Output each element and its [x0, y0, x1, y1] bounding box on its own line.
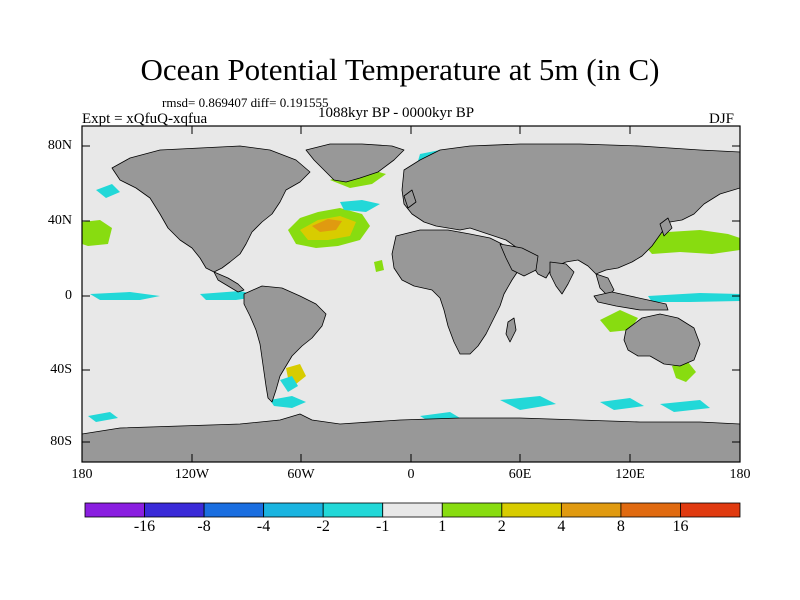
anomaly-patch [672, 362, 696, 382]
colorbar-label: 8 [616, 518, 625, 535]
lon-label-180w: 180 [71, 467, 93, 482]
season-label: DJF [709, 111, 735, 127]
stats-text: rmsd= 0.869407 diff= 0.191555 [162, 95, 329, 110]
colorbar-box [382, 502, 443, 518]
colorbar-label: -16 [133, 518, 156, 535]
experiment-label: Expt = xQfuQ-xqfua [82, 111, 208, 127]
land-australia [623, 313, 701, 367]
colorbar-label: 4 [557, 518, 566, 535]
colorbar-box [501, 502, 562, 518]
anomaly-patch [340, 200, 380, 212]
colorbar-box [322, 502, 384, 518]
lon-label-120e: 120E [615, 467, 645, 482]
anomaly-patch [600, 310, 638, 332]
anomaly-patch [82, 220, 112, 246]
land-eurasia [401, 143, 740, 279]
lon-label-180e: 180 [729, 467, 751, 482]
colorbar-label: -4 [256, 518, 271, 535]
land-south-america [243, 285, 327, 403]
lat-label-80s: 80S [50, 434, 72, 449]
lat-label-40s: 40S [50, 362, 72, 377]
colorbar-box [263, 502, 324, 518]
colorbar-box [441, 502, 503, 518]
land-indonesia [593, 291, 669, 311]
colorbar-box [203, 502, 265, 518]
land-north-america [111, 145, 311, 273]
colorbar-label: 2 [497, 518, 506, 535]
lat-label-40n: 40N [47, 213, 72, 228]
anomaly-patch [600, 398, 644, 410]
anomaly-patch [96, 184, 120, 198]
colorbar-box [560, 502, 622, 518]
lon-label-0: 0 [407, 467, 415, 482]
land-arabia [499, 243, 539, 277]
lon-label-60w: 60W [287, 467, 315, 482]
land-antarctica [82, 413, 740, 462]
period-label: 1088kyr BP - 0000kyr BP [318, 105, 475, 121]
map-title: Ocean Potential Temperature at 5m (in C) [140, 52, 660, 87]
colorbar-box [84, 502, 145, 518]
anomaly-patch [640, 230, 740, 254]
anomaly-patch [270, 396, 306, 408]
colorbar [84, 502, 741, 518]
land-india [549, 261, 575, 295]
anomaly-patch [648, 293, 740, 302]
land-masses [82, 143, 740, 462]
axis-ticks [82, 126, 740, 462]
colorbar-box [680, 502, 741, 518]
land-greenland [305, 143, 405, 183]
land-madagascar [505, 317, 517, 343]
colorbar-box [620, 502, 681, 518]
colorbar-label: 16 [672, 518, 689, 535]
land-japan [659, 217, 673, 237]
colorbar-label: 1 [438, 518, 447, 535]
colorbar-box [144, 502, 205, 518]
anomaly-patch [660, 400, 710, 412]
lon-label-60e: 60E [508, 467, 532, 482]
lat-label-80n: 80N [47, 138, 72, 153]
anomaly-patch [374, 260, 384, 272]
anomaly-patch [500, 396, 556, 410]
anomaly-patch [312, 219, 342, 232]
anomaly-patch [88, 412, 118, 422]
lon-label-120w: 120W [174, 467, 210, 482]
anomaly-patch [280, 376, 298, 392]
land-central-america [213, 271, 245, 293]
lat-label-0: 0 [65, 288, 72, 303]
land-uk [403, 189, 417, 209]
anomaly-patch [90, 292, 160, 300]
land-africa [391, 229, 521, 355]
colorbar-label: -8 [197, 518, 211, 535]
colorbar-label: -1 [376, 518, 390, 535]
colorbar-label: -2 [316, 518, 330, 535]
